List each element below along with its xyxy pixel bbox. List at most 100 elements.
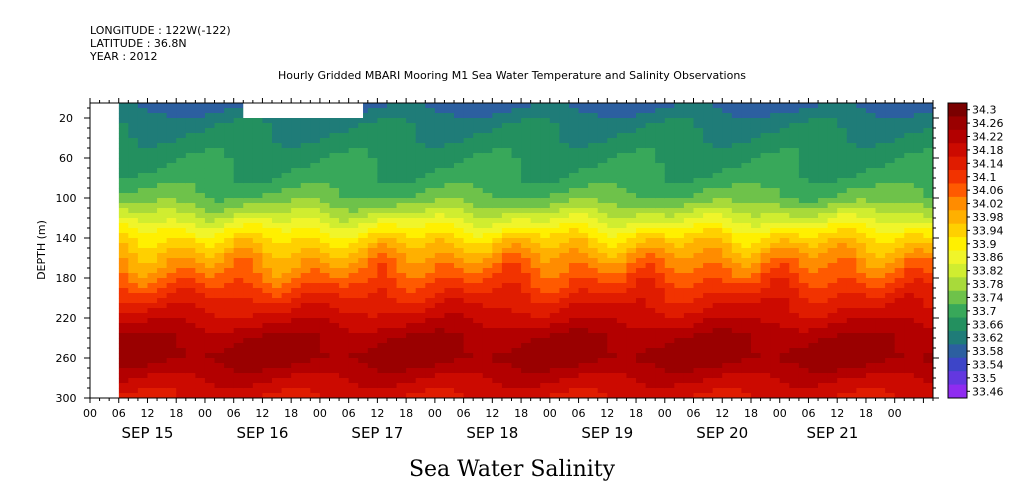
salinity-cell: [818, 263, 829, 269]
salinity-cell: [319, 313, 330, 319]
salinity-cell: [358, 108, 369, 114]
salinity-cell: [377, 248, 388, 254]
salinity-cell: [272, 133, 283, 139]
salinity-cell: [712, 268, 723, 274]
salinity-cell: [846, 218, 857, 224]
salinity-cell: [118, 248, 129, 254]
salinity-cell: [655, 393, 666, 399]
salinity-cell: [319, 218, 330, 224]
salinity-cell: [856, 228, 867, 234]
salinity-cell: [425, 368, 436, 374]
salinity-cell: [339, 133, 350, 139]
salinity-cell: [262, 143, 273, 149]
salinity-cell: [367, 108, 378, 114]
salinity-cell: [865, 228, 877, 234]
salinity-cell: [204, 218, 216, 224]
salinity-cell: [291, 328, 302, 334]
salinity-cell: [444, 388, 455, 394]
salinity-cell: [214, 173, 225, 179]
salinity-cell: [492, 313, 503, 319]
salinity-cell: [875, 258, 886, 264]
salinity-cell: [118, 213, 129, 219]
salinity-cell: [741, 303, 752, 309]
salinity-cell: [731, 248, 742, 254]
salinity-cell: [856, 193, 867, 199]
salinity-cell: [358, 253, 369, 259]
salinity-cell: [750, 298, 762, 304]
salinity-cell: [741, 173, 752, 179]
salinity-cell: [214, 163, 225, 169]
salinity-cell: [885, 198, 896, 204]
salinity-cell: [683, 353, 695, 359]
salinity-cell: [482, 118, 493, 124]
salinity-cell: [616, 178, 627, 184]
salinity-cell: [454, 243, 465, 249]
salinity-cell: [166, 378, 177, 384]
salinity-cell: [137, 248, 148, 254]
salinity-cell: [482, 133, 493, 139]
salinity-cell: [750, 208, 762, 214]
salinity-cell: [473, 218, 484, 224]
salinity-cell: [693, 188, 704, 194]
salinity-cell: [118, 163, 129, 169]
salinity-cell: [885, 168, 896, 174]
salinity-cell: [626, 218, 637, 224]
salinity-cell: [214, 153, 225, 159]
salinity-cell: [770, 273, 781, 279]
salinity-cell: [463, 183, 474, 189]
salinity-cell: [875, 273, 886, 279]
salinity-cell: [645, 343, 656, 349]
salinity-cell: [521, 268, 532, 274]
salinity-cell: [818, 373, 829, 379]
salinity-cell: [837, 213, 848, 219]
salinity-cell: [789, 388, 800, 394]
salinity-cell: [664, 203, 675, 209]
salinity-cell: [128, 318, 139, 324]
salinity-cell: [875, 158, 886, 164]
salinity-cell: [128, 123, 139, 129]
salinity-cell: [166, 108, 177, 114]
salinity-cell: [463, 388, 474, 394]
salinity-cell: [406, 353, 417, 359]
salinity-cell: [185, 143, 196, 149]
salinity-cell: [865, 133, 877, 139]
salinity-cell: [118, 303, 129, 309]
salinity-cell: [865, 308, 877, 314]
salinity-cell: [712, 378, 723, 384]
salinity-cell: [224, 248, 235, 254]
salinity-cell: [272, 248, 283, 254]
salinity-cell: [789, 378, 800, 384]
salinity-cell: [262, 323, 273, 329]
salinity-cell: [214, 158, 225, 164]
salinity-cell: [722, 273, 733, 279]
salinity-cell: [137, 263, 148, 269]
salinity-cell: [549, 223, 560, 229]
salinity-cell: [444, 233, 455, 239]
salinity-cell: [166, 373, 177, 379]
salinity-cell: [846, 163, 857, 169]
salinity-cell: [856, 388, 867, 394]
salinity-cell: [827, 328, 838, 334]
salinity-cell: [300, 118, 311, 124]
salinity-cell: [137, 318, 148, 324]
salinity-cell: [272, 233, 283, 239]
salinity-cell: [894, 268, 905, 274]
salinity-cell: [789, 228, 800, 234]
salinity-cell: [712, 183, 723, 189]
salinity-cell: [779, 193, 790, 199]
salinity-cell: [597, 323, 608, 329]
salinity-cell: [195, 378, 206, 384]
salinity-cell: [358, 233, 369, 239]
salinity-cell: [750, 393, 762, 399]
salinity-cell: [310, 313, 321, 319]
salinity-cell: [588, 103, 599, 109]
salinity-cell: [875, 263, 886, 269]
salinity-cell: [616, 363, 627, 369]
salinity-cell: [530, 318, 541, 324]
salinity-cell: [645, 133, 656, 139]
salinity-cell: [540, 278, 551, 284]
salinity-cell: [578, 348, 589, 354]
salinity-cell: [272, 303, 283, 309]
salinity-cell: [482, 313, 493, 319]
salinity-cell: [846, 223, 857, 229]
